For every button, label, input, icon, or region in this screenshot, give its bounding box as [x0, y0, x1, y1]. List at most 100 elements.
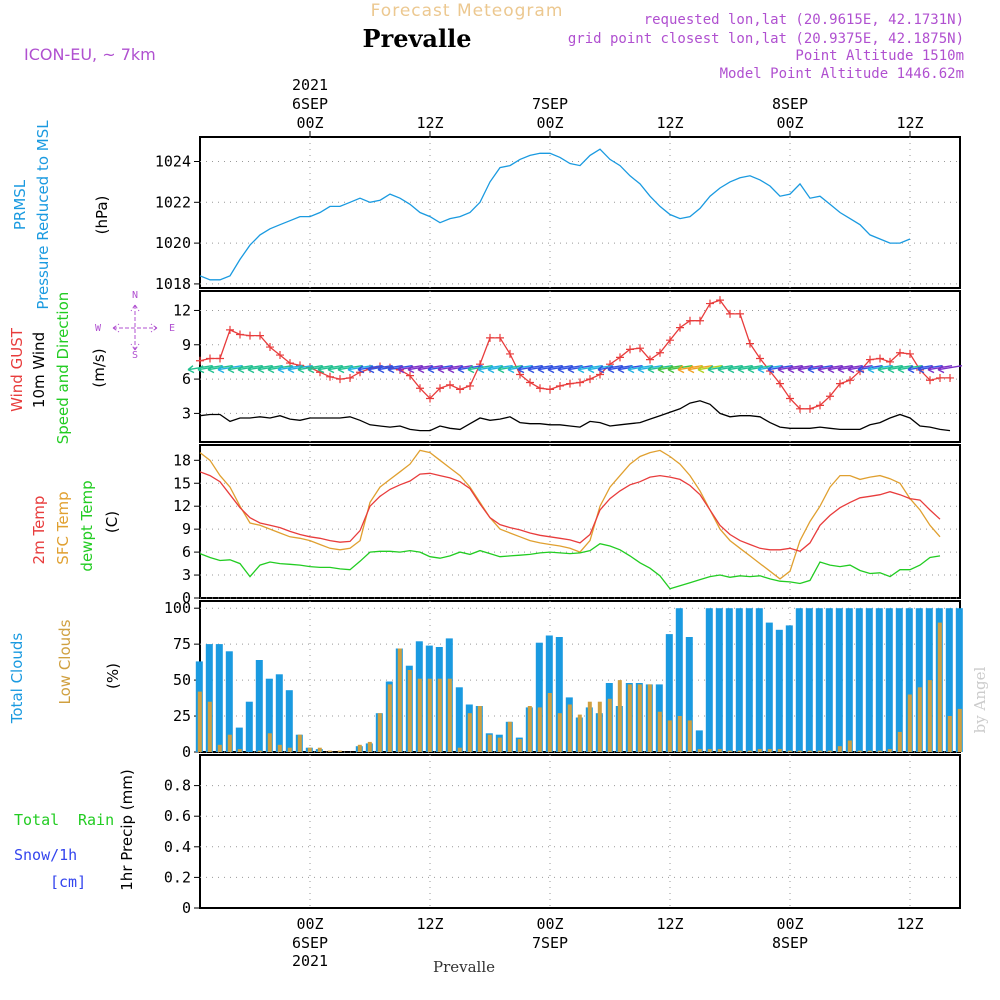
low-cloud-bar: [927, 680, 932, 752]
pressure-frame: [199, 136, 961, 289]
snow-label: Snow/1h: [14, 846, 77, 864]
temperature-ytick-label: 18: [173, 451, 191, 469]
wind-ytick-label: 3: [182, 404, 191, 422]
total-cloud-bar: [235, 727, 243, 752]
low-cloud-bar: [727, 750, 732, 752]
snow-unit: [cm]: [50, 873, 86, 891]
precip-labels: Total Rain Snow/1h [cm] 1hr Precip (mm): [14, 769, 136, 891]
low-cloud-bar: [857, 750, 862, 752]
precip-panel: 0 0.2 0.4 0.6 0.8: [164, 754, 961, 917]
gust-marker: [726, 309, 734, 318]
gust-marker: [236, 330, 244, 339]
low-cloud-bar: [367, 741, 372, 752]
gust-marker: [806, 404, 814, 413]
model-altitude: Model Point Altitude 1446.62m: [720, 66, 964, 82]
gust-marker: [896, 348, 904, 357]
bottom-time-label: 7SEP: [532, 934, 568, 952]
low-cloud-bar: [627, 684, 632, 752]
pressure-ytick-label: 1024: [155, 152, 191, 170]
total-cloud-bar: [915, 608, 923, 752]
bottom-time-label: 00Z: [776, 915, 803, 933]
total-cloud-bar: [775, 629, 783, 752]
temperature-ytick-label: 15: [173, 474, 191, 492]
low-cloud-bar: [757, 749, 762, 752]
gust-marker: [816, 401, 824, 410]
wind-panel: 3 6 9 12: [173, 291, 963, 443]
gust-marker: [946, 373, 954, 382]
total-cloud-bar: [455, 687, 463, 752]
rain-label-2: Rain: [78, 811, 114, 829]
total-cloud-bar: [815, 608, 823, 752]
temperature-panel: 0 3 6 9 12 15 18: [173, 444, 961, 607]
low-cloud-bar: [387, 684, 392, 752]
precip-frame: [199, 754, 961, 909]
gust-marker: [686, 316, 694, 325]
low-cloud-bar: [767, 749, 772, 752]
total-clouds-label: Total Clouds: [8, 633, 26, 725]
pressure-ytick-label: 1020: [155, 234, 191, 252]
gust-marker: [676, 323, 684, 332]
low-cloud-bar: [687, 720, 692, 752]
total-cloud-bar: [245, 701, 253, 752]
watermark: by Angel: [971, 666, 989, 733]
wind-ytick-label: 6: [182, 370, 191, 388]
gust-marker: [796, 404, 804, 413]
low-cloud-bar: [377, 713, 382, 752]
gust-marker: [836, 379, 844, 388]
low-cloud-bar: [477, 706, 482, 752]
total-cloud-bar: [905, 608, 913, 752]
gust-label: Wind GUST: [8, 327, 26, 412]
gust-marker: [746, 339, 754, 348]
gust-marker: [606, 360, 614, 369]
low-cloud-bar: [737, 750, 742, 752]
gust-marker: [906, 349, 914, 358]
clouds-ytick-label: 50: [173, 671, 191, 689]
bottom-time-label: 8SEP: [772, 934, 808, 952]
clouds-ytick-label: 25: [173, 707, 191, 725]
compass-e: E: [169, 323, 175, 334]
wind-label: 10m Wind: [30, 332, 48, 408]
t2m-label: 2m Temp: [30, 496, 48, 565]
top-time-label: 2021: [292, 76, 328, 94]
gust-marker: [276, 351, 284, 360]
top-time-label: 8SEP: [772, 95, 808, 113]
gust-marker: [406, 371, 414, 380]
gust-marker: [436, 384, 444, 393]
total-cloud-bar: [955, 608, 963, 752]
gust-marker: [926, 376, 934, 385]
total-cloud-bar: [745, 608, 753, 752]
wind-ytick-label: 12: [173, 301, 191, 319]
gust-marker: [456, 385, 464, 394]
low-cloud-bar: [887, 749, 892, 752]
gust-marker: [616, 353, 624, 362]
clouds-panel: 0 25 50 75 100: [164, 599, 963, 761]
low-cloud-bar: [327, 750, 332, 752]
gust-marker: [826, 392, 834, 401]
total-cloud-bar: [875, 608, 883, 752]
gust-marker: [496, 333, 504, 342]
total-cloud-bar: [785, 625, 793, 752]
temperature-ytick-label: 9: [182, 520, 191, 538]
low-cloud-bar: [207, 701, 212, 752]
gust-marker: [556, 381, 564, 390]
compass: N S W E: [95, 290, 175, 361]
low-cloud-bar: [697, 749, 702, 752]
total-cloud-bar: [285, 690, 293, 752]
gust-marker: [706, 299, 714, 308]
low-cloud-bar: [507, 721, 512, 752]
low-cloud-bar: [397, 648, 402, 752]
low-cloud-bar: [607, 698, 612, 752]
wind-dir-label: Speed and Direction: [54, 292, 72, 445]
low-cloud-bar: [677, 716, 682, 752]
gust-marker: [206, 354, 214, 363]
low-cloud-bar: [537, 707, 542, 752]
top-time-label: 00Z: [536, 114, 563, 132]
gust-marker: [346, 373, 354, 382]
wind-speed-line: [199, 400, 951, 432]
temperature-ytick-label: 0: [182, 589, 191, 607]
low-cloud-bar: [447, 678, 452, 752]
low-cloud-bar: [317, 747, 322, 752]
point-altitude: Point Altitude 1510m: [795, 48, 964, 64]
total-cloud-bar: [205, 644, 213, 752]
